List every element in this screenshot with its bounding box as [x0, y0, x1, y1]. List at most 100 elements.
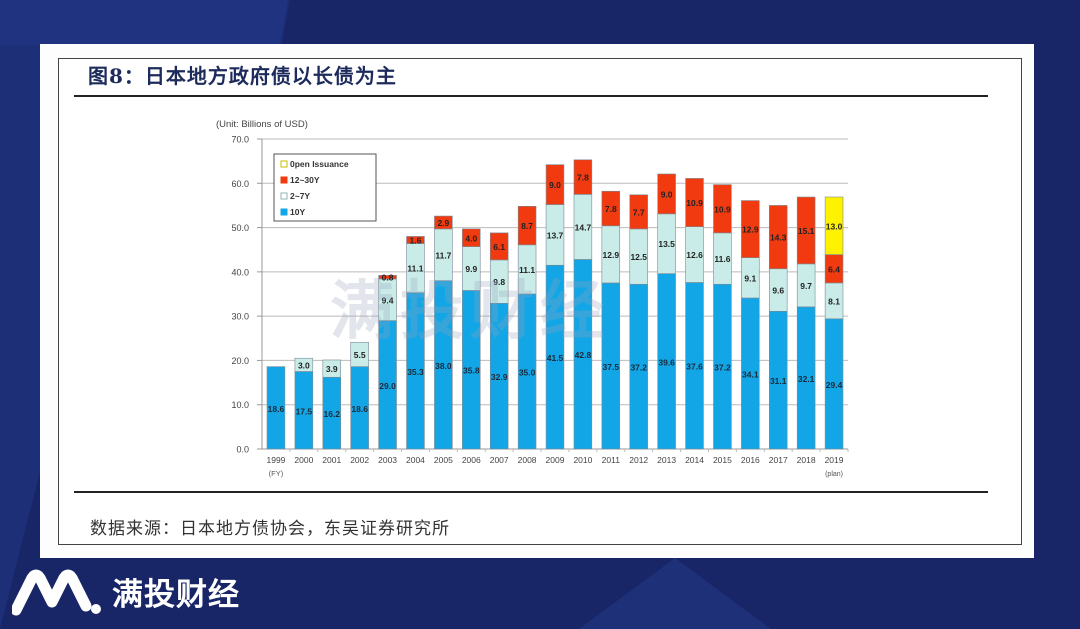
legend-swatch	[280, 192, 288, 200]
data-label: 18.6	[351, 404, 368, 414]
data-label: 12.9	[742, 225, 759, 235]
data-label: 7.8	[605, 204, 617, 214]
x-tick-label: 2004	[406, 455, 425, 465]
y-tick-label: 20.0	[231, 356, 249, 366]
data-label: 9.7	[800, 281, 812, 291]
bar-segment	[629, 194, 648, 230]
data-label: 37.2	[714, 363, 731, 373]
x-tick-label: 2005	[434, 455, 453, 465]
bar-segment	[545, 164, 565, 205]
brand-name: 满投财经	[112, 576, 240, 613]
x-axis-label: (FY)	[269, 469, 284, 478]
x-tick-label: 2003	[378, 455, 397, 465]
legend-label: 2~7Y	[290, 191, 310, 201]
bar-segment	[350, 341, 369, 367]
data-label: 10.9	[714, 204, 731, 214]
bar-segment	[769, 205, 788, 270]
x-tick-label: 2018	[797, 455, 816, 465]
bar-segment	[489, 232, 509, 261]
x-tick-label: 2011	[602, 455, 621, 465]
data-label: 13.0	[826, 221, 843, 231]
legend-label: 12~30Y	[290, 175, 320, 185]
bar-segment	[406, 236, 425, 244]
bar-segment	[573, 159, 593, 195]
bar-segment	[266, 366, 286, 450]
y-tick-label: 50.0	[231, 223, 249, 233]
data-label: 39.6	[658, 357, 675, 367]
x-tick-label: 2015	[713, 455, 732, 465]
data-label: 10.9	[686, 198, 703, 208]
y-tick-label: 10.0	[231, 400, 249, 410]
data-label: 6.1	[493, 242, 505, 252]
bar-segment	[294, 357, 314, 372]
x-tick-label: 2002	[350, 455, 369, 465]
background-shape	[0, 0, 330, 45]
data-label: 37.2	[630, 363, 647, 373]
y-tick-label: 30.0	[231, 312, 249, 322]
unit-label: (Unit: Billions of USD)	[216, 119, 308, 130]
data-label: 1.6	[410, 235, 422, 245]
data-label: 14.3	[770, 233, 787, 243]
bar-segment	[517, 206, 537, 246]
x-tick-label: 2006	[462, 455, 481, 465]
data-label: 11.7	[435, 250, 451, 260]
data-label: 15.1	[798, 226, 815, 236]
x-tick-label: 2008	[518, 455, 537, 465]
x-tick-label: 2014	[685, 455, 704, 465]
data-label: 11.6	[714, 254, 730, 264]
bar-segment	[378, 275, 397, 280]
data-label: 37.6	[686, 362, 703, 372]
data-source-note: 数据来源：日本地方债协会，东吴证券研究所	[90, 519, 450, 539]
x-tick-label: 2013	[657, 455, 676, 465]
data-label: 31.1	[770, 376, 787, 386]
data-label: 37.5	[603, 362, 620, 372]
data-label: 32.9	[491, 372, 508, 382]
x-tick-label: 2012	[629, 455, 648, 465]
data-label: 11.1	[407, 264, 423, 274]
data-label: 0.8	[382, 273, 394, 283]
data-label: 9.0	[661, 189, 673, 199]
data-label: 4.0	[465, 233, 477, 243]
data-label: 29.4	[826, 380, 843, 390]
bar-segment	[657, 173, 676, 215]
data-label: 42.8	[575, 350, 592, 360]
data-label: 34.1	[742, 369, 759, 379]
x-tick-label: 2009	[546, 455, 565, 465]
legend-swatch	[280, 208, 288, 216]
stacked-bar-chart: (Unit: Billions of USD) 0.0 10.0 20.0 30.0 40…	[216, 119, 849, 478]
data-label: 35.8	[463, 366, 480, 376]
data-label: 35.3	[407, 367, 424, 377]
brand-logo: 满投财经	[12, 565, 240, 617]
x-tick-label: 2017	[769, 455, 788, 465]
y-tick-label: 70.0	[231, 135, 249, 145]
data-label: 16.2	[323, 409, 340, 419]
data-label: 11.1	[519, 265, 535, 275]
bar-segment	[434, 215, 453, 230]
bar-segment	[796, 196, 816, 265]
figure-title: 图8：日本地方政府债以长债为主	[88, 64, 397, 88]
data-label: 12.6	[686, 250, 703, 260]
legend-box	[273, 153, 377, 222]
x-tick-label: 2000	[294, 455, 313, 465]
bar-segment	[601, 190, 621, 227]
data-label: 8.7	[521, 221, 533, 231]
x-tick-label: 2007	[490, 455, 509, 465]
data-label: 9.4	[382, 295, 394, 305]
data-label: 13.5	[658, 239, 675, 249]
background-shape	[579, 558, 771, 629]
data-label: 29.0	[379, 381, 396, 391]
legend-swatch	[280, 160, 288, 168]
watermark: 满投财经	[330, 275, 610, 349]
data-label: 14.7	[575, 222, 592, 232]
data-label: 18.6	[268, 404, 285, 414]
data-label: 35.0	[519, 368, 536, 378]
data-label: 7.7	[633, 207, 645, 217]
data-label: 6.4	[828, 264, 840, 274]
data-label: 9.8	[493, 277, 505, 287]
bar-segment	[713, 184, 732, 234]
bar-segment	[741, 200, 760, 258]
x-tick-label: 2016	[741, 455, 760, 465]
data-label: 12.5	[630, 252, 647, 262]
data-label: 17.5	[296, 406, 313, 416]
data-label: 3.9	[326, 364, 338, 374]
